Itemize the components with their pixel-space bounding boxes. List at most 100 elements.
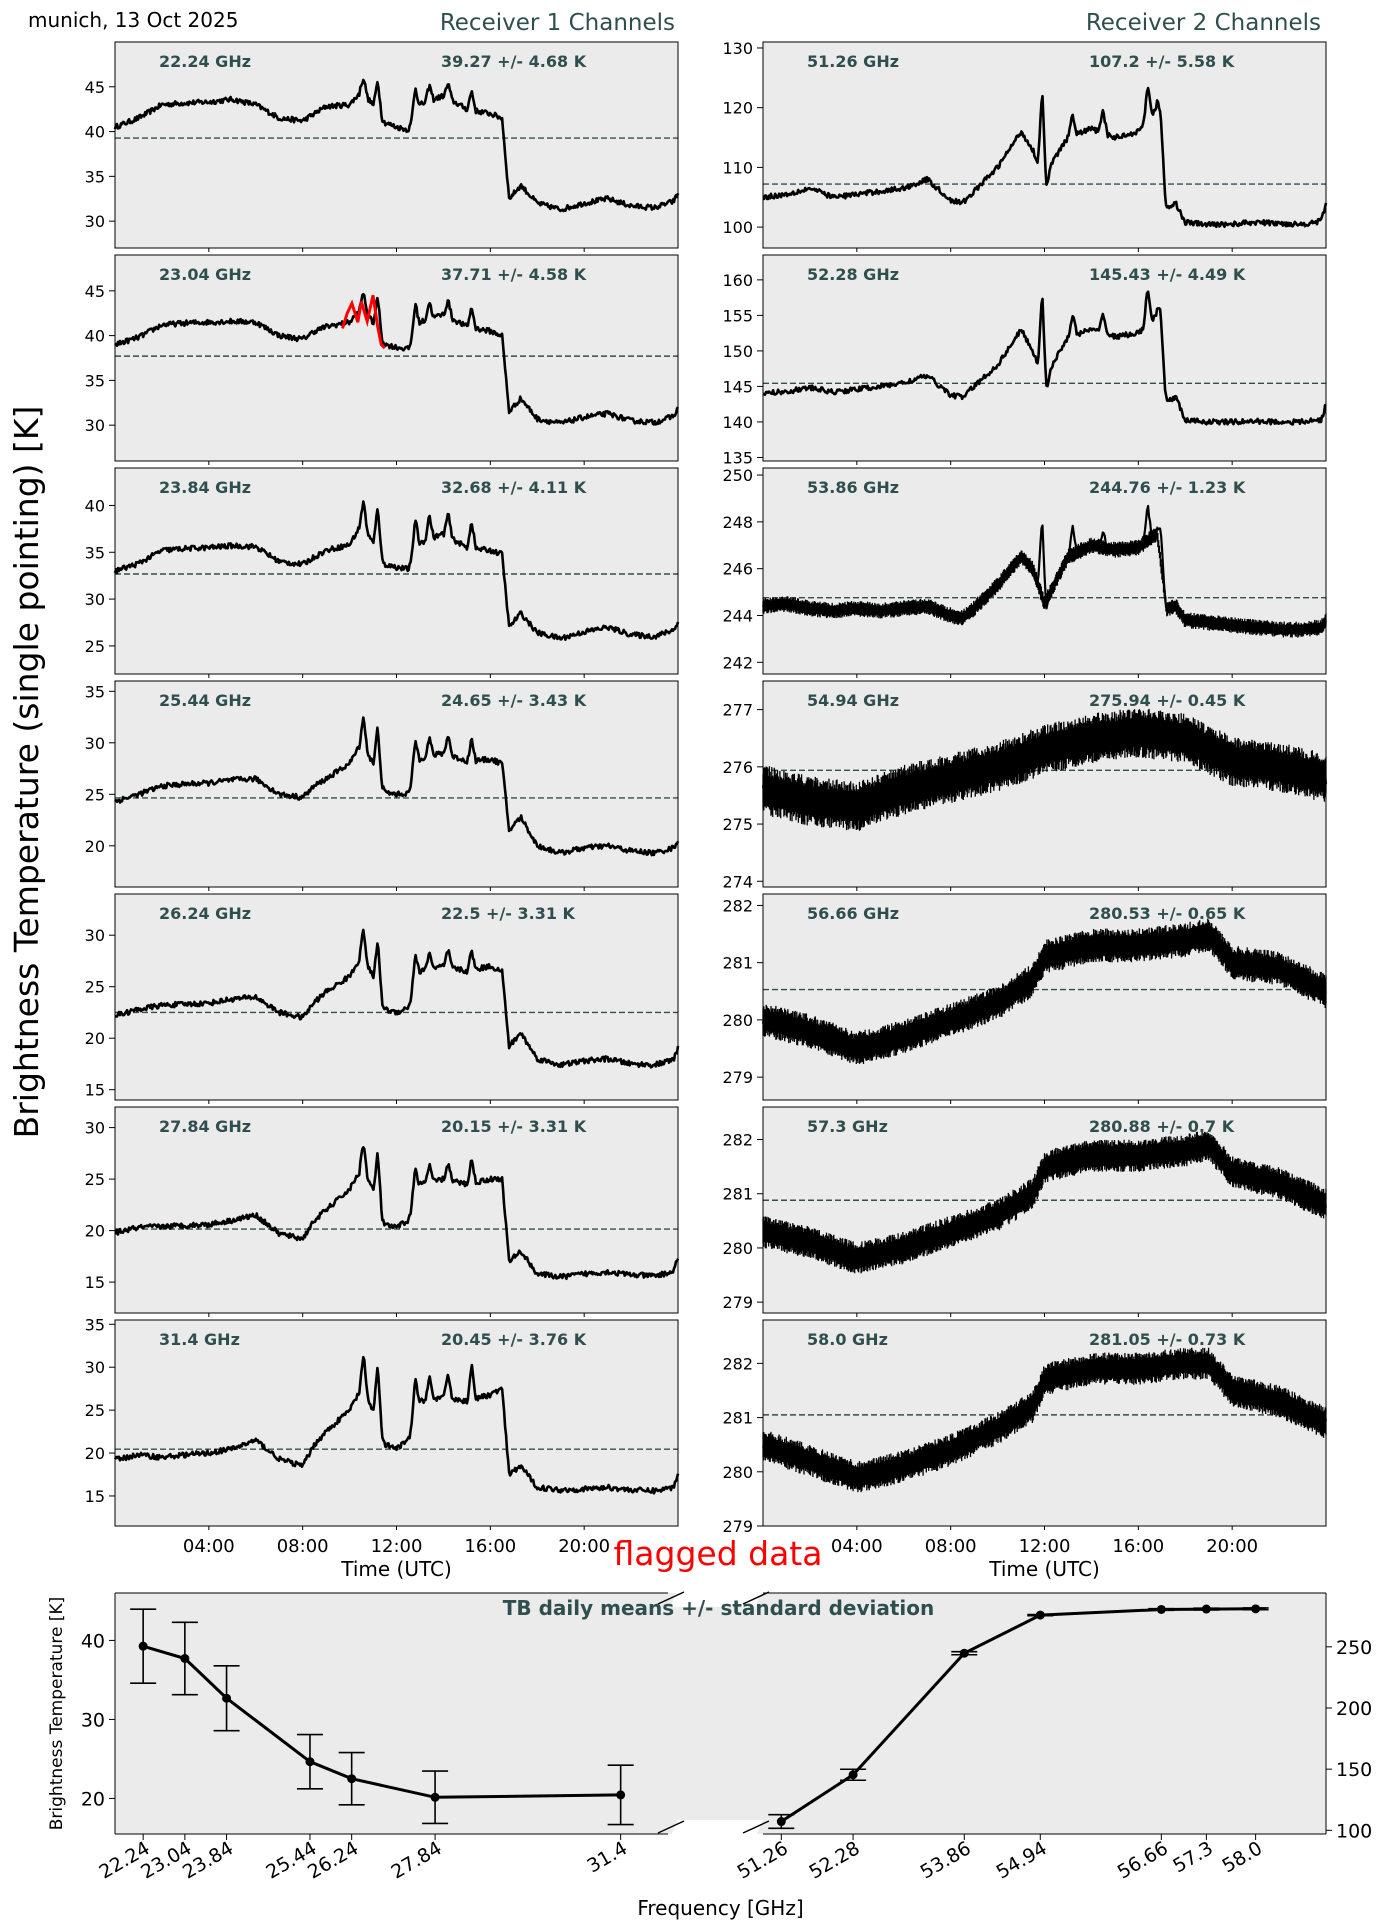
- y-tick-label: 35: [85, 682, 105, 701]
- y-tick-label: 250: [722, 466, 753, 485]
- mean-point: [616, 1790, 626, 1800]
- mean-std-label: 39.27 +/- 4.68 K: [441, 52, 587, 71]
- channel-panel: 100 110 120 130 51.26 GHz 107.2 +/- 5.58 K: [722, 39, 1328, 252]
- y-tick-label: 150: [1336, 1759, 1372, 1781]
- frequency-label: 52.28 GHz: [807, 265, 899, 284]
- y-tick-label: 282: [722, 1354, 753, 1373]
- y-tick-label: 282: [722, 896, 753, 915]
- y-tick-label: 30: [85, 590, 105, 609]
- y-tick-label: 15: [85, 1487, 105, 1506]
- series-line: [114, 292, 680, 426]
- frequency-label: 53.86 GHz: [807, 478, 899, 497]
- frequency-label: 57.3 GHz: [807, 1117, 888, 1136]
- time-tick-label: 12:00: [371, 1536, 423, 1557]
- series-line: [761, 504, 1327, 633]
- channel-panel: 279 280 281 282 58.0 GHz 281.05 +/- 0.73 K: [722, 1319, 1328, 1536]
- panel-background: [115, 1107, 678, 1313]
- frequency-label: 56.66 GHz: [807, 904, 899, 923]
- panel-background: [115, 1320, 678, 1526]
- y-tick-label: 30: [85, 734, 105, 753]
- channel-panel: 242 244 246 248 250 53.86 GHz 244.76 +/- 1.23 …: [722, 466, 1327, 678]
- channel-panel: 279 280 281 282 57.3 GHz 280.88 +/- 0.7 K: [722, 1106, 1328, 1317]
- frequency-label: 31.4 GHz: [159, 1330, 240, 1349]
- panel-background: [763, 681, 1326, 887]
- y-tick-label: 135: [722, 448, 753, 467]
- frequency-label: 27.84 GHz: [159, 1117, 251, 1136]
- y-tick-label: 45: [85, 78, 105, 97]
- y-tick-label: 282: [722, 1131, 753, 1150]
- receiver2-title: Receiver 2 Channels: [1086, 10, 1321, 36]
- channel-panel: 25 30 35 40 23.84 GHz 32.68 +/- 4.11 K: [85, 467, 680, 678]
- y-tick-label: 200: [1336, 1698, 1372, 1720]
- y-tick-label: 35: [85, 167, 105, 186]
- mean-std-label: 107.2 +/- 5.58 K: [1089, 52, 1235, 71]
- frequency-label: 22.24 GHz: [159, 52, 251, 71]
- mean-point: [848, 1770, 858, 1780]
- y-tick-label: 130: [722, 39, 753, 58]
- mean-point: [222, 1693, 232, 1703]
- y-tick-label: 20: [85, 1444, 105, 1463]
- y-tick-label: 279: [722, 1068, 753, 1087]
- y-tick-label: 25: [85, 1401, 105, 1420]
- mean-std-label: 275.94 +/- 0.45 K: [1089, 691, 1246, 710]
- y-tick-label: 40: [85, 327, 105, 346]
- mean-std-label: 20.45 +/- 3.76 K: [441, 1330, 587, 1349]
- series-line: [761, 931, 1328, 1053]
- y-tick-label: 100: [722, 218, 753, 237]
- mean-std-label: 244.76 +/- 1.23 K: [1089, 478, 1246, 497]
- y-tick-label: 276: [722, 758, 753, 777]
- y-tick-label: 280: [722, 1011, 753, 1030]
- time-tick-label: 04:00: [831, 1536, 883, 1557]
- panel-background: [763, 894, 1326, 1100]
- y-tick-label: 15: [85, 1273, 105, 1292]
- mean-point: [138, 1641, 148, 1651]
- time-tick-label: 16:00: [1112, 1536, 1164, 1557]
- mean-point: [959, 1648, 969, 1658]
- y-tick-label: 280: [722, 1239, 753, 1258]
- mean-point: [1251, 1604, 1261, 1614]
- mean-point: [180, 1654, 190, 1664]
- y-tick-label: 15: [85, 1081, 105, 1100]
- y-tick-label: 20: [81, 1788, 105, 1810]
- frequency-label: 58.0 GHz: [807, 1330, 888, 1349]
- time-tick-label: 20:00: [1206, 1536, 1258, 1557]
- series-line: [761, 1358, 1328, 1482]
- mean-std-label: 280.53 +/- 0.65 K: [1089, 904, 1246, 923]
- series-line: [761, 725, 1328, 815]
- time-tick-label: 12:00: [1019, 1536, 1071, 1557]
- axis-break-top-gap: [670, 1589, 763, 1607]
- y-tick-label: 30: [85, 926, 105, 945]
- mean-std-label: 281.05 +/- 0.73 K: [1089, 1330, 1246, 1349]
- frequency-label: 51.26 GHz: [807, 52, 899, 71]
- y-tick-label: 40: [85, 496, 105, 515]
- y-tick-label: 275: [722, 815, 753, 834]
- chart-background: [115, 1593, 1326, 1834]
- y-tick-label: 30: [85, 416, 105, 435]
- channel-panel: 15 20 25 30 26.24 GHz 22.5 +/- 3.31 K: [85, 893, 680, 1104]
- y-tick-label: 40: [85, 123, 105, 142]
- mean-std-label: 20.15 +/- 3.31 K: [441, 1117, 587, 1136]
- mean-point: [1201, 1604, 1211, 1614]
- panel-background: [763, 1320, 1326, 1526]
- channel-panel: 30 35 40 45 23.04 GHz 37.71 +/- 4.58 K: [85, 254, 680, 465]
- mean-std-label: 145.43 +/- 4.49 K: [1089, 265, 1246, 284]
- series-line: [114, 716, 680, 857]
- break-mark: [657, 1820, 685, 1834]
- y-tick-label: 30: [81, 1709, 105, 1731]
- time-tick-label: 20:00: [558, 1536, 610, 1557]
- mean-point: [776, 1817, 786, 1827]
- y-tick-label: 250: [1336, 1637, 1372, 1659]
- y-tick-label: 246: [722, 560, 753, 579]
- series-line: [113, 1355, 680, 1495]
- y-tick-label: 30: [85, 1358, 105, 1377]
- y-axis-label: Brightness Temperature (single pointing)…: [7, 406, 46, 1139]
- axis-break-bottom-gap: [670, 1820, 763, 1838]
- time-tick-label: 04:00: [183, 1536, 235, 1557]
- y-tick-label: 110: [722, 158, 753, 177]
- y-tick-label: 248: [722, 513, 753, 532]
- y-tick-label: 45: [85, 282, 105, 301]
- y-tick-label: 30: [85, 1119, 105, 1138]
- left-y-axis-title: Brightness Temperature [K]: [47, 1597, 67, 1830]
- mean-std-label: 22.5 +/- 3.31 K: [441, 904, 576, 923]
